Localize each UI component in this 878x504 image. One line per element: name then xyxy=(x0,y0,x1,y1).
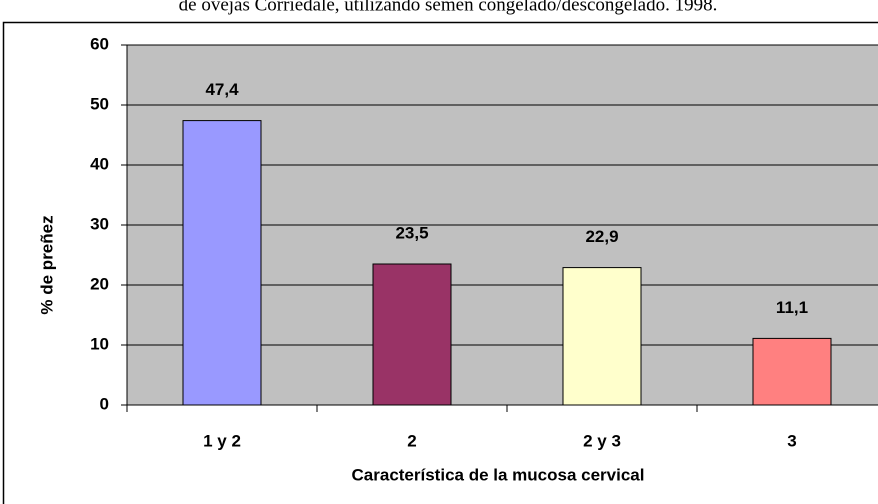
x-tick-label: 2 xyxy=(407,431,416,450)
x-tick-label: 2 y 3 xyxy=(583,431,621,450)
value-label: 47,4 xyxy=(205,80,239,99)
bar xyxy=(182,120,262,406)
y-tick-label: 20 xyxy=(90,274,109,293)
y-tick-label: 10 xyxy=(90,334,109,353)
x-tick-label: 1 y 2 xyxy=(203,431,241,450)
x-tick-label: 3 xyxy=(787,431,796,450)
x-axis-title: Característica de la mucosa cervical xyxy=(352,465,645,484)
y-tick-label: 50 xyxy=(90,94,109,113)
y-tick-label: 30 xyxy=(90,214,109,233)
y-axis-title: % de preñez xyxy=(37,215,56,314)
y-tick-label: 40 xyxy=(90,154,109,173)
value-label: 11,1 xyxy=(776,298,808,317)
value-label: 23,5 xyxy=(395,223,428,242)
y-tick-label: 60 xyxy=(90,34,109,53)
bar xyxy=(372,263,452,406)
bar xyxy=(562,267,642,406)
chart-title: de ovejas Corriedale, utilizando semen c… xyxy=(179,0,718,15)
value-label: 22,9 xyxy=(585,227,618,246)
bar xyxy=(752,337,832,406)
y-tick-label: 0 xyxy=(100,394,109,413)
